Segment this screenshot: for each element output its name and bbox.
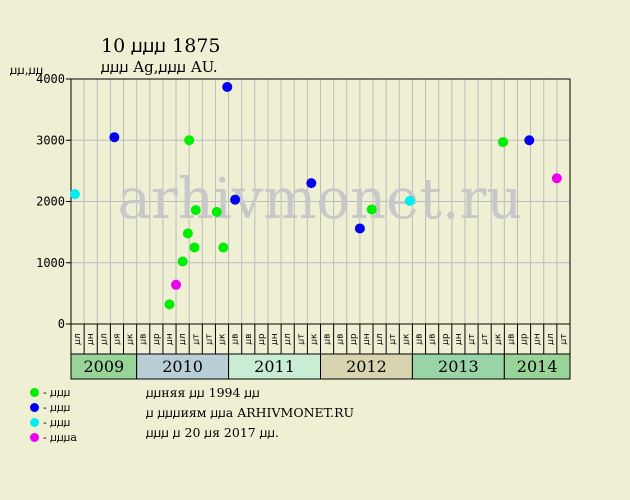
- x-tick-label: ꙡв: [428, 334, 438, 345]
- x-tick-label: ꙡн: [362, 333, 372, 345]
- source-note-line-1: ꙡ ꙡꙡꙡиям ꙡꙡa ARHIVMONET.RU: [146, 405, 355, 420]
- year-label: 2011: [254, 357, 295, 376]
- year-label: 2014: [517, 357, 558, 376]
- x-tick-label: ꙡк: [126, 333, 136, 345]
- x-tick-label: ꙡк: [218, 333, 228, 345]
- x-tick-label: ꙡк: [401, 333, 411, 345]
- data-point: [404, 195, 415, 206]
- data-point: [551, 173, 562, 184]
- chart-title: 10 ꙡꙡꙡ 1875: [101, 35, 221, 57]
- x-tick-label: ꙡк: [493, 333, 503, 345]
- x-tick-label: ꙡв: [323, 334, 333, 345]
- plot-frame: [70, 78, 571, 325]
- data-point: [230, 194, 241, 205]
- year-label: 2012: [346, 357, 387, 376]
- year-band: [70, 353, 138, 380]
- y-tick-label: 2000: [36, 195, 65, 209]
- legend-marker-1: [30, 403, 39, 412]
- x-tick-label: ꙡя: [112, 334, 122, 345]
- x-tick-label: ꙡв: [336, 334, 346, 345]
- x-tick-label: ꙡл: [73, 333, 83, 344]
- year-label: 2013: [438, 357, 479, 376]
- data-point: [182, 228, 193, 239]
- data-point: [109, 132, 120, 143]
- data-point: [306, 178, 317, 189]
- y-tick-label: 1000: [36, 256, 65, 270]
- data-point: [524, 135, 535, 146]
- x-tick-label: ꙡв: [231, 334, 241, 345]
- legend-item-3: - ꙡꙡꙡa: [30, 430, 77, 445]
- x-tick-label: ꙡт: [480, 334, 490, 345]
- x-tick-label: ꙡт: [191, 334, 201, 345]
- legend-item-0: - ꙡꙡꙡ: [30, 385, 77, 400]
- data-point: [164, 299, 175, 310]
- x-tick-label: ꙡн: [454, 333, 464, 345]
- watermark: arhivmonet.ru: [118, 167, 523, 232]
- x-tick-label: ꙡр: [441, 333, 451, 345]
- x-tick-label: ꙡв: [506, 334, 516, 345]
- x-tick-label: ꙡт: [204, 334, 214, 345]
- source-note-line-2: ꙡꙡꙡ ꙡ 20 ꙡя 2017 ꙡꙡ.: [146, 425, 279, 440]
- x-tick-label: ꙡр: [520, 333, 530, 345]
- legend-item-1: - ꙡꙡꙡ: [30, 400, 77, 415]
- y-axis-label: ꙡꙡ,ꙡꙡ: [10, 63, 44, 77]
- x-tick-label: ꙡр: [257, 333, 267, 345]
- x-tick-label: ꙡн: [165, 333, 175, 345]
- data-point: [498, 137, 509, 148]
- x-tick-label: ꙡр: [349, 333, 359, 345]
- source-note-line-0: ꙡꙡняя ꙡꙡ 1994 ꙡꙡ: [146, 385, 260, 400]
- data-point: [211, 206, 222, 217]
- x-tick-label: ꙡн: [533, 333, 543, 345]
- x-tick-label: ꙡв: [414, 334, 424, 345]
- source-note: ꙡꙡняя ꙡꙡ 1994 ꙡꙡ ꙡ ꙡꙡꙡиям ꙡꙡa ARHIVMONET…: [146, 383, 354, 443]
- data-point: [171, 279, 182, 290]
- year-band: [411, 353, 505, 380]
- year-label: 2010: [162, 357, 203, 376]
- data-point: [366, 204, 377, 215]
- data-point: [69, 189, 80, 200]
- x-tick-label: ꙡт: [467, 334, 477, 345]
- x-tick-label: ꙡт: [559, 334, 569, 345]
- data-point: [222, 81, 233, 92]
- x-tick-label: ꙡн: [270, 333, 280, 345]
- x-tick-label: ꙡн: [86, 333, 96, 345]
- x-tick-label: ꙡк: [309, 333, 319, 345]
- data-point: [354, 223, 365, 234]
- legend-item-2: - ꙡꙡꙡ: [30, 415, 77, 430]
- legend-label-1: - ꙡꙡꙡ: [43, 401, 71, 414]
- data-point: [190, 205, 201, 216]
- data-point: [177, 256, 188, 267]
- year-label: 2009: [83, 357, 124, 376]
- legend: - ꙡꙡꙡ - ꙡꙡꙡ - ꙡꙡꙡ - ꙡꙡꙡa: [30, 385, 77, 445]
- legend-marker-0: [30, 388, 39, 397]
- data-point: [184, 135, 195, 146]
- legend-marker-3: [30, 433, 39, 442]
- x-tick-label: ꙡт: [296, 334, 306, 345]
- x-tick-label: ꙡл: [283, 333, 293, 344]
- y-tick-label: 3000: [36, 133, 65, 147]
- legend-label-0: - ꙡꙡꙡ: [43, 386, 71, 399]
- data-point: [218, 242, 229, 253]
- legend-label-3: - ꙡꙡꙡa: [43, 431, 77, 444]
- x-tick-label: ꙡл: [178, 333, 188, 344]
- legend-marker-2: [30, 418, 39, 427]
- y-tick-label: 4000: [36, 72, 65, 86]
- year-band: [503, 353, 571, 380]
- legend-label-2: - ꙡꙡꙡ: [43, 416, 71, 429]
- x-tick-label: ꙡт: [388, 334, 398, 345]
- y-tick-label: 0: [58, 317, 65, 331]
- x-tick-label: ꙡр: [152, 333, 162, 345]
- x-tick-label: ꙡл: [546, 333, 556, 344]
- chart-subtitle: ꙡꙡꙡ Ag,ꙡꙡꙡ AU.: [101, 58, 218, 76]
- x-tick-label: ꙡв: [244, 334, 254, 345]
- x-tick-label: ꙡл: [99, 333, 109, 344]
- year-band: [136, 353, 230, 380]
- x-tick-label: ꙡл: [375, 333, 385, 344]
- data-point: [189, 242, 200, 253]
- x-tick-label: ꙡв: [139, 334, 149, 345]
